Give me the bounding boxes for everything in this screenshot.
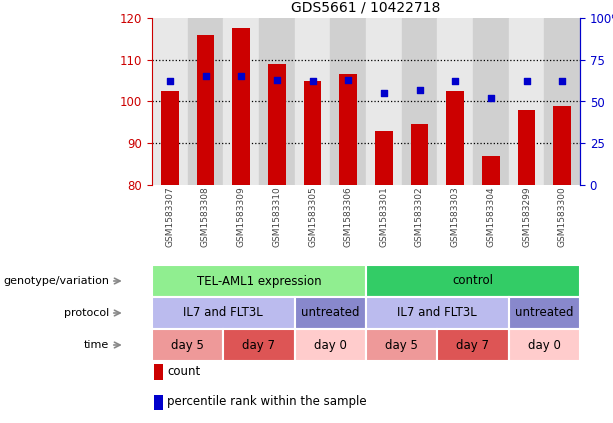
Point [165, 78, 175, 85]
Point [200, 73, 210, 80]
Bar [232, 28, 250, 185]
Bar [161, 91, 179, 185]
Text: untreated: untreated [515, 307, 574, 319]
Bar [402, 18, 437, 185]
Title: GDS5661 / 10422718: GDS5661 / 10422718 [291, 0, 441, 14]
Text: day 5: day 5 [171, 338, 204, 352]
Bar [411, 124, 428, 185]
Bar [152, 329, 223, 361]
Bar [295, 18, 330, 185]
Bar [517, 110, 535, 185]
Text: untreated: untreated [301, 307, 360, 319]
Bar [509, 329, 580, 361]
Text: day 7: day 7 [243, 338, 275, 352]
Bar [223, 18, 259, 185]
Bar [482, 156, 500, 185]
Text: day 7: day 7 [457, 338, 490, 352]
Point [557, 78, 567, 85]
Bar [223, 329, 295, 361]
Text: IL7 and FLT3L: IL7 and FLT3L [397, 307, 477, 319]
Text: TEL-AML1 expression: TEL-AML1 expression [197, 275, 321, 288]
Bar [295, 297, 366, 329]
Text: time: time [84, 340, 110, 350]
Bar [154, 365, 162, 380]
Bar [437, 18, 473, 185]
Bar [544, 18, 580, 185]
Point [522, 78, 531, 85]
Bar [152, 18, 188, 185]
Point [451, 78, 460, 85]
Point [343, 77, 353, 83]
Bar [197, 35, 215, 185]
Bar [366, 18, 402, 185]
Text: IL7 and FLT3L: IL7 and FLT3L [183, 307, 263, 319]
Bar [330, 18, 366, 185]
Point [308, 78, 318, 85]
Point [414, 86, 424, 93]
Bar [509, 18, 544, 185]
Text: protocol: protocol [64, 308, 110, 318]
Text: count: count [167, 365, 200, 378]
Bar [437, 329, 509, 361]
Text: control: control [452, 275, 493, 288]
Text: day 0: day 0 [528, 338, 561, 352]
Bar [366, 297, 509, 329]
Text: day 0: day 0 [314, 338, 347, 352]
Bar [152, 265, 366, 297]
Bar [446, 91, 464, 185]
Bar [268, 64, 286, 185]
Bar [188, 18, 223, 185]
Bar [366, 265, 580, 297]
Bar [554, 106, 571, 185]
Bar [339, 74, 357, 185]
Bar [154, 395, 162, 410]
Bar [259, 18, 295, 185]
Point [379, 90, 389, 96]
Bar [473, 18, 509, 185]
Point [272, 77, 282, 83]
Bar [509, 297, 580, 329]
Bar [303, 81, 321, 185]
Text: genotype/variation: genotype/variation [4, 276, 110, 286]
Point [236, 73, 246, 80]
Bar [152, 297, 295, 329]
Bar [375, 131, 393, 185]
Bar [295, 329, 366, 361]
Point [486, 95, 496, 102]
Text: percentile rank within the sample: percentile rank within the sample [167, 396, 367, 408]
Bar [366, 329, 437, 361]
Text: day 5: day 5 [385, 338, 418, 352]
